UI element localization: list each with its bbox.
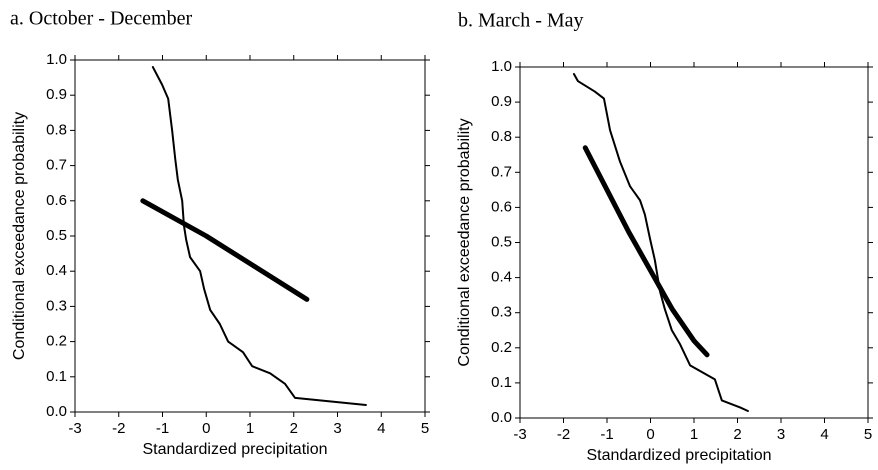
x-tick-label: -1 [600, 426, 613, 443]
x-tick-label: -3 [513, 426, 526, 443]
y-tick-label: 0.0 [491, 409, 512, 426]
x-tick-label: -3 [68, 420, 81, 437]
y-tick-label: 0.7 [491, 163, 512, 180]
y-tick-label: 0.0 [46, 403, 67, 420]
x-tick-label: 2 [733, 426, 741, 443]
x-axis-label: Standardized precipitation [142, 441, 327, 458]
chart-title: b. March - May [458, 10, 584, 32]
data-line [582, 145, 710, 358]
y-tick-label: 0.2 [491, 339, 512, 356]
y-tick-label: 0.6 [46, 192, 67, 209]
y-tick-label: 0.9 [46, 86, 67, 103]
x-tick-label: 2 [290, 420, 298, 437]
x-tick-label: 5 [421, 420, 429, 437]
y-tick-label: 0.4 [46, 262, 67, 279]
y-tick-label: 0.5 [46, 227, 67, 244]
x-tick-label: 3 [777, 426, 785, 443]
y-tick-label: 1.0 [46, 51, 67, 68]
plot-frame [74, 59, 426, 413]
y-tick-label: 0.1 [491, 374, 512, 391]
x-tick-label: 4 [820, 426, 828, 443]
chart-title: a. October - December [10, 8, 192, 30]
x-tick-label: 1 [690, 426, 698, 443]
x-tick-label: 0 [202, 420, 210, 437]
y-tick-label: 0.7 [46, 157, 67, 174]
y-tick-label: 0.3 [491, 304, 512, 321]
x-tick-label: 5 [864, 426, 872, 443]
data-line [572, 73, 749, 412]
x-tick-label: 4 [377, 420, 385, 437]
y-tick-label: 0.6 [491, 198, 512, 215]
y-tick-label: 0.5 [491, 233, 512, 250]
x-tick-label: 0 [646, 426, 654, 443]
data-line [151, 66, 367, 406]
x-axis-label: Standardized precipitation [586, 447, 771, 464]
y-tick-label: 0.8 [491, 128, 512, 145]
x-tick-label: 3 [333, 420, 341, 437]
x-tick-label: 1 [246, 420, 254, 437]
y-tick-label: 0.8 [46, 121, 67, 138]
x-tick-label: -1 [156, 420, 169, 437]
x-tick-label: -2 [557, 426, 570, 443]
y-axis-label: Conditional exceedance probability [11, 112, 28, 360]
y-axis-label: Conditional exceedance probability [456, 118, 473, 366]
x-tick-label: -2 [112, 420, 125, 437]
y-tick-label: 0.9 [491, 93, 512, 110]
y-tick-label: 0.1 [46, 368, 67, 385]
y-tick-label: 0.3 [46, 297, 67, 314]
plot-frame [519, 66, 869, 419]
data-line [140, 198, 310, 302]
y-tick-label: 0.2 [46, 333, 67, 350]
y-tick-label: 0.4 [491, 269, 512, 286]
y-tick-label: 1.0 [491, 58, 512, 75]
